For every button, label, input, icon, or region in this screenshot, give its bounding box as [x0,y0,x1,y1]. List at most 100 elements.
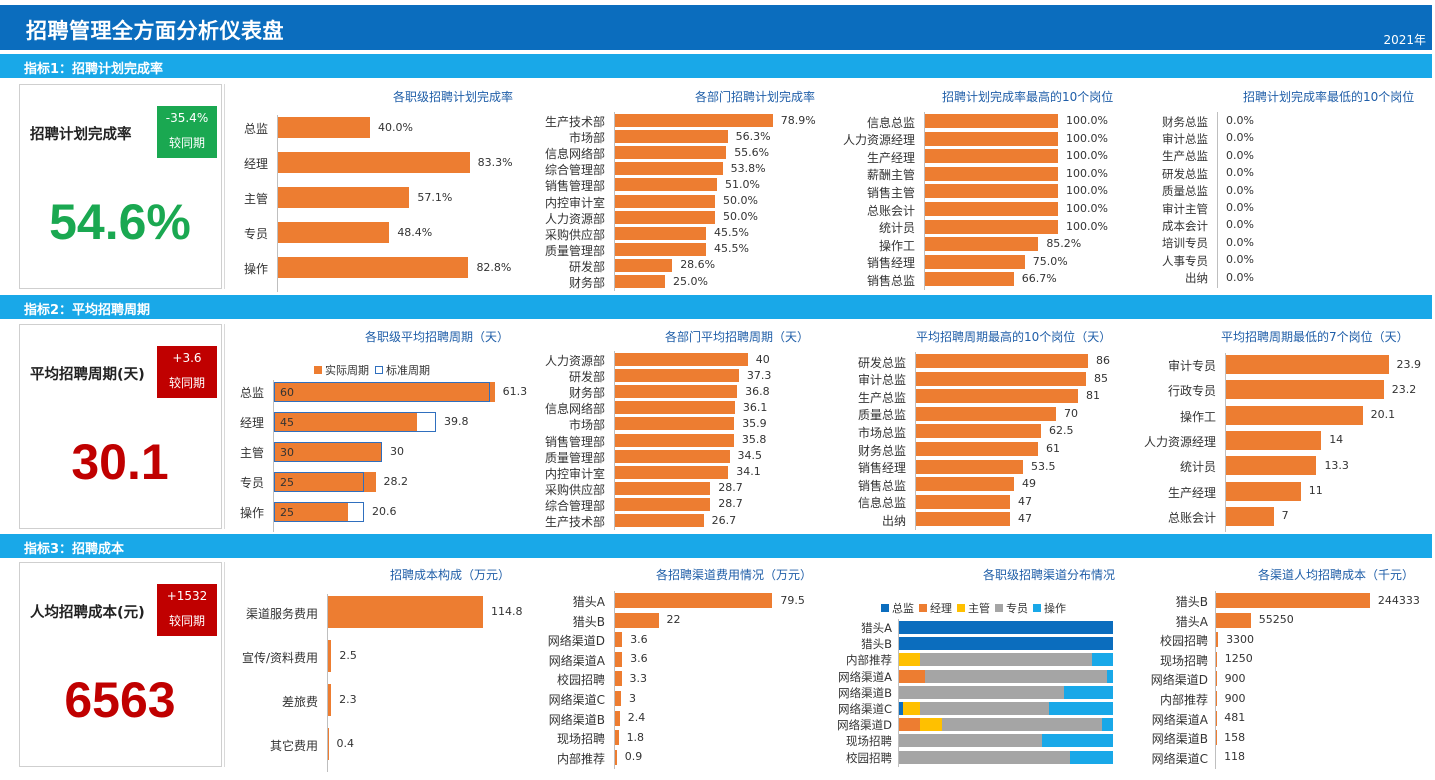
category-label: 校园招聘 [846,750,892,765]
data-label: 35.8 [741,433,767,446]
category-label: 财务部 [568,386,605,401]
category-label: 销售经理 [857,461,906,476]
bar [916,424,1041,439]
legend-label: 总监 [892,602,914,615]
category-label: 行政专员 [1167,384,1216,399]
category-label: 内部推荐 [1159,693,1208,707]
kpi-name: 平均招聘周期(天) [30,367,145,383]
stacked-segment [899,702,904,715]
category-label: 渠道服务费用 [245,606,318,621]
bar [615,242,706,256]
kpi-change: -35.4% [165,111,209,125]
bar [615,710,620,726]
bar [1226,380,1384,400]
category-label: 成本会计 [1162,218,1208,233]
data-label: 85 [1094,371,1108,385]
bar [1216,632,1219,648]
category-label: 人力资源部 [544,211,605,226]
data-label: 36.8 [745,384,770,398]
chart-axis [915,352,916,530]
divider [224,84,225,289]
bar [328,640,332,672]
category-label: 销售经理 [866,256,915,271]
category-label: 猎头A [861,621,892,635]
data-label: 158 [1224,730,1246,744]
standard-label: 45 [280,416,294,429]
category-label: 校园招聘 [556,673,605,688]
data-label: 28.6% [680,258,716,272]
category-label: 操作 [243,262,268,276]
actual-label: 28.2 [383,475,409,488]
bar [925,184,1058,199]
category-label: 质量总监 [1162,184,1208,199]
data-label: 0.4 [336,737,355,750]
category-label: 审计专员 [1167,359,1216,373]
data-label: 34.1 [736,465,761,479]
bar [615,369,739,383]
data-label: 35.9 [742,416,767,430]
divider [224,324,225,529]
category-label: 研发总监 [857,355,906,370]
standard-label: 30 [280,446,294,459]
actual-label: 30 [390,445,404,458]
category-label: 猎头B [572,614,605,629]
category-label: 采购供应部 [544,482,605,497]
category-label: 经理 [243,157,268,171]
chart-title: 平均招聘周期最低的7个岗位（天） [1221,330,1409,344]
bar [916,442,1038,456]
category-label: 网络渠道D [1150,673,1208,688]
data-label: 61 [1046,442,1060,455]
bar [916,354,1088,368]
chart-axis [614,112,615,292]
bar [925,166,1058,181]
chart-title: 各渠道人均招聘成本（千元） [1258,568,1415,582]
data-label: 7 [1281,509,1289,523]
bar [615,275,665,288]
category-label: 市场总监 [857,425,906,440]
chart-title: 招聘计划完成率最低的10个岗位 [1243,90,1415,104]
data-label: 47 [1018,494,1032,508]
stacked-segment [899,750,1071,764]
data-label: 55.6% [734,145,770,159]
category-label: 研发部 [568,259,605,274]
category-label: 网络渠道A [1151,712,1208,727]
data-label: 85.2% [1046,237,1082,251]
data-label: 40 [755,352,770,366]
section-bar-3: 指标3：招聘成本 [0,534,1432,558]
data-label: 100.0% [1066,114,1108,127]
bar [925,237,1039,252]
data-label: 53.5 [1031,459,1056,473]
bar [925,272,1014,287]
stacked-segment [1091,653,1113,667]
kpi-value: 30.1 [71,434,169,490]
category-label: 销售总监 [866,273,915,288]
bar [328,596,483,628]
data-label: 118 [1224,750,1246,764]
chart-axis [924,112,925,290]
section-label-2: 指标2：平均招聘周期 [24,303,151,318]
stacked-segment [899,669,925,683]
data-label: 45.5% [714,226,749,240]
category-label: 网络渠道C [548,693,605,707]
kpi-name: 人均招聘成本(元) [30,605,145,621]
category-label: 现场招聘 [556,732,605,747]
category-label: 网络渠道D [837,718,892,733]
category-label: 研发总监 [1162,166,1208,181]
data-label: 79.5 [780,593,805,607]
category-label: 信息总监 [866,115,915,130]
bar [1216,691,1217,706]
category-label: 主管 [239,446,264,460]
data-label: 0.0% [1226,270,1254,284]
category-label: 采购供应部 [544,227,605,242]
category-label: 销售总监 [857,478,906,493]
category-label: 总监 [239,386,264,400]
category-label: 市场部 [568,131,605,146]
data-label: 0.0% [1226,148,1254,162]
stacked-segment [899,653,921,667]
bar [615,671,622,687]
stacked-segment [1042,734,1113,748]
kpi-change-badge: -35.4% 较同期 [157,106,217,158]
bar [615,593,773,608]
chart-axis [1215,591,1216,770]
divider [224,562,225,767]
